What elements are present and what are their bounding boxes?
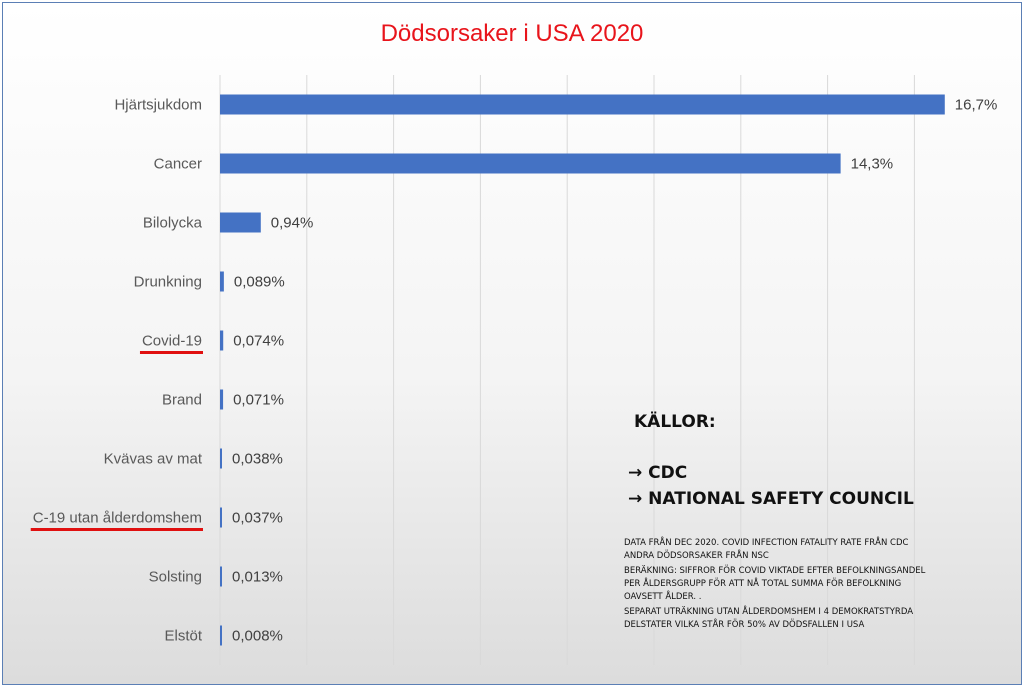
bar [220,625,222,646]
bar [220,94,945,115]
value-label: 16,7% [955,97,998,114]
value-labels: 16,7% 14,3% 0,94% 0,089% 0,074% 0,071% 0,038% 0… [232,97,997,645]
value-label: 0,008% [232,628,283,645]
category-label: Hjärtsjukdom [114,97,202,114]
value-label: 0,013% [232,569,283,586]
category-label: Solsting [149,569,202,586]
value-label: 0,94% [271,215,314,232]
value-label: 0,071% [233,392,284,409]
category-label: Kvävas av mat [104,451,203,468]
value-label: 0,038% [232,451,283,468]
category-label: Cancer [154,156,202,173]
bar [220,389,224,410]
category-label: Brand [162,392,202,409]
bar [220,448,222,469]
source-cdc: → CDC [628,463,688,483]
bar [220,330,224,351]
source-nsc: → NATIONAL SAFETY COUNCIL [628,489,914,509]
category-label: Drunkning [134,274,202,291]
value-label: 0,074% [233,333,284,350]
value-label: 14,3% [851,156,894,173]
category-label: Covid-19 [142,333,202,350]
category-labels: Hjärtsjukdom Cancer Bilolycka Drunkning Covi… [33,97,203,645]
highlight-underlines [30,351,203,531]
bar [220,566,222,587]
source-notes: DATA FRÅN DEC 2020. COVID INFECTION FATA… [624,537,1014,634]
category-label: C-19 utan ålderdomshem [33,510,202,527]
bar [220,507,222,528]
bar [220,271,224,292]
bar [220,212,261,233]
note-separate-calculation: SEPARAT UTRÄKNING UTAN ÅLDERDOMSHEM I 4 … [624,607,914,630]
bars [220,94,945,646]
note-data: DATA FRÅN DEC 2020. COVID INFECTION FATA… [624,538,909,561]
value-label: 0,037% [232,510,283,527]
note-calculation: BERÄKNING: SIFFROR FÖR COVID VIKTADE EFT… [624,566,926,602]
category-label: Bilolycka [143,215,203,232]
sources-heading: KÄLLOR: [634,412,716,432]
category-label: Elstöt [164,628,202,645]
chart-title: Dödsorsaker i USA 2020 [380,20,644,47]
value-label: 0,089% [234,274,285,291]
bar [220,153,841,174]
